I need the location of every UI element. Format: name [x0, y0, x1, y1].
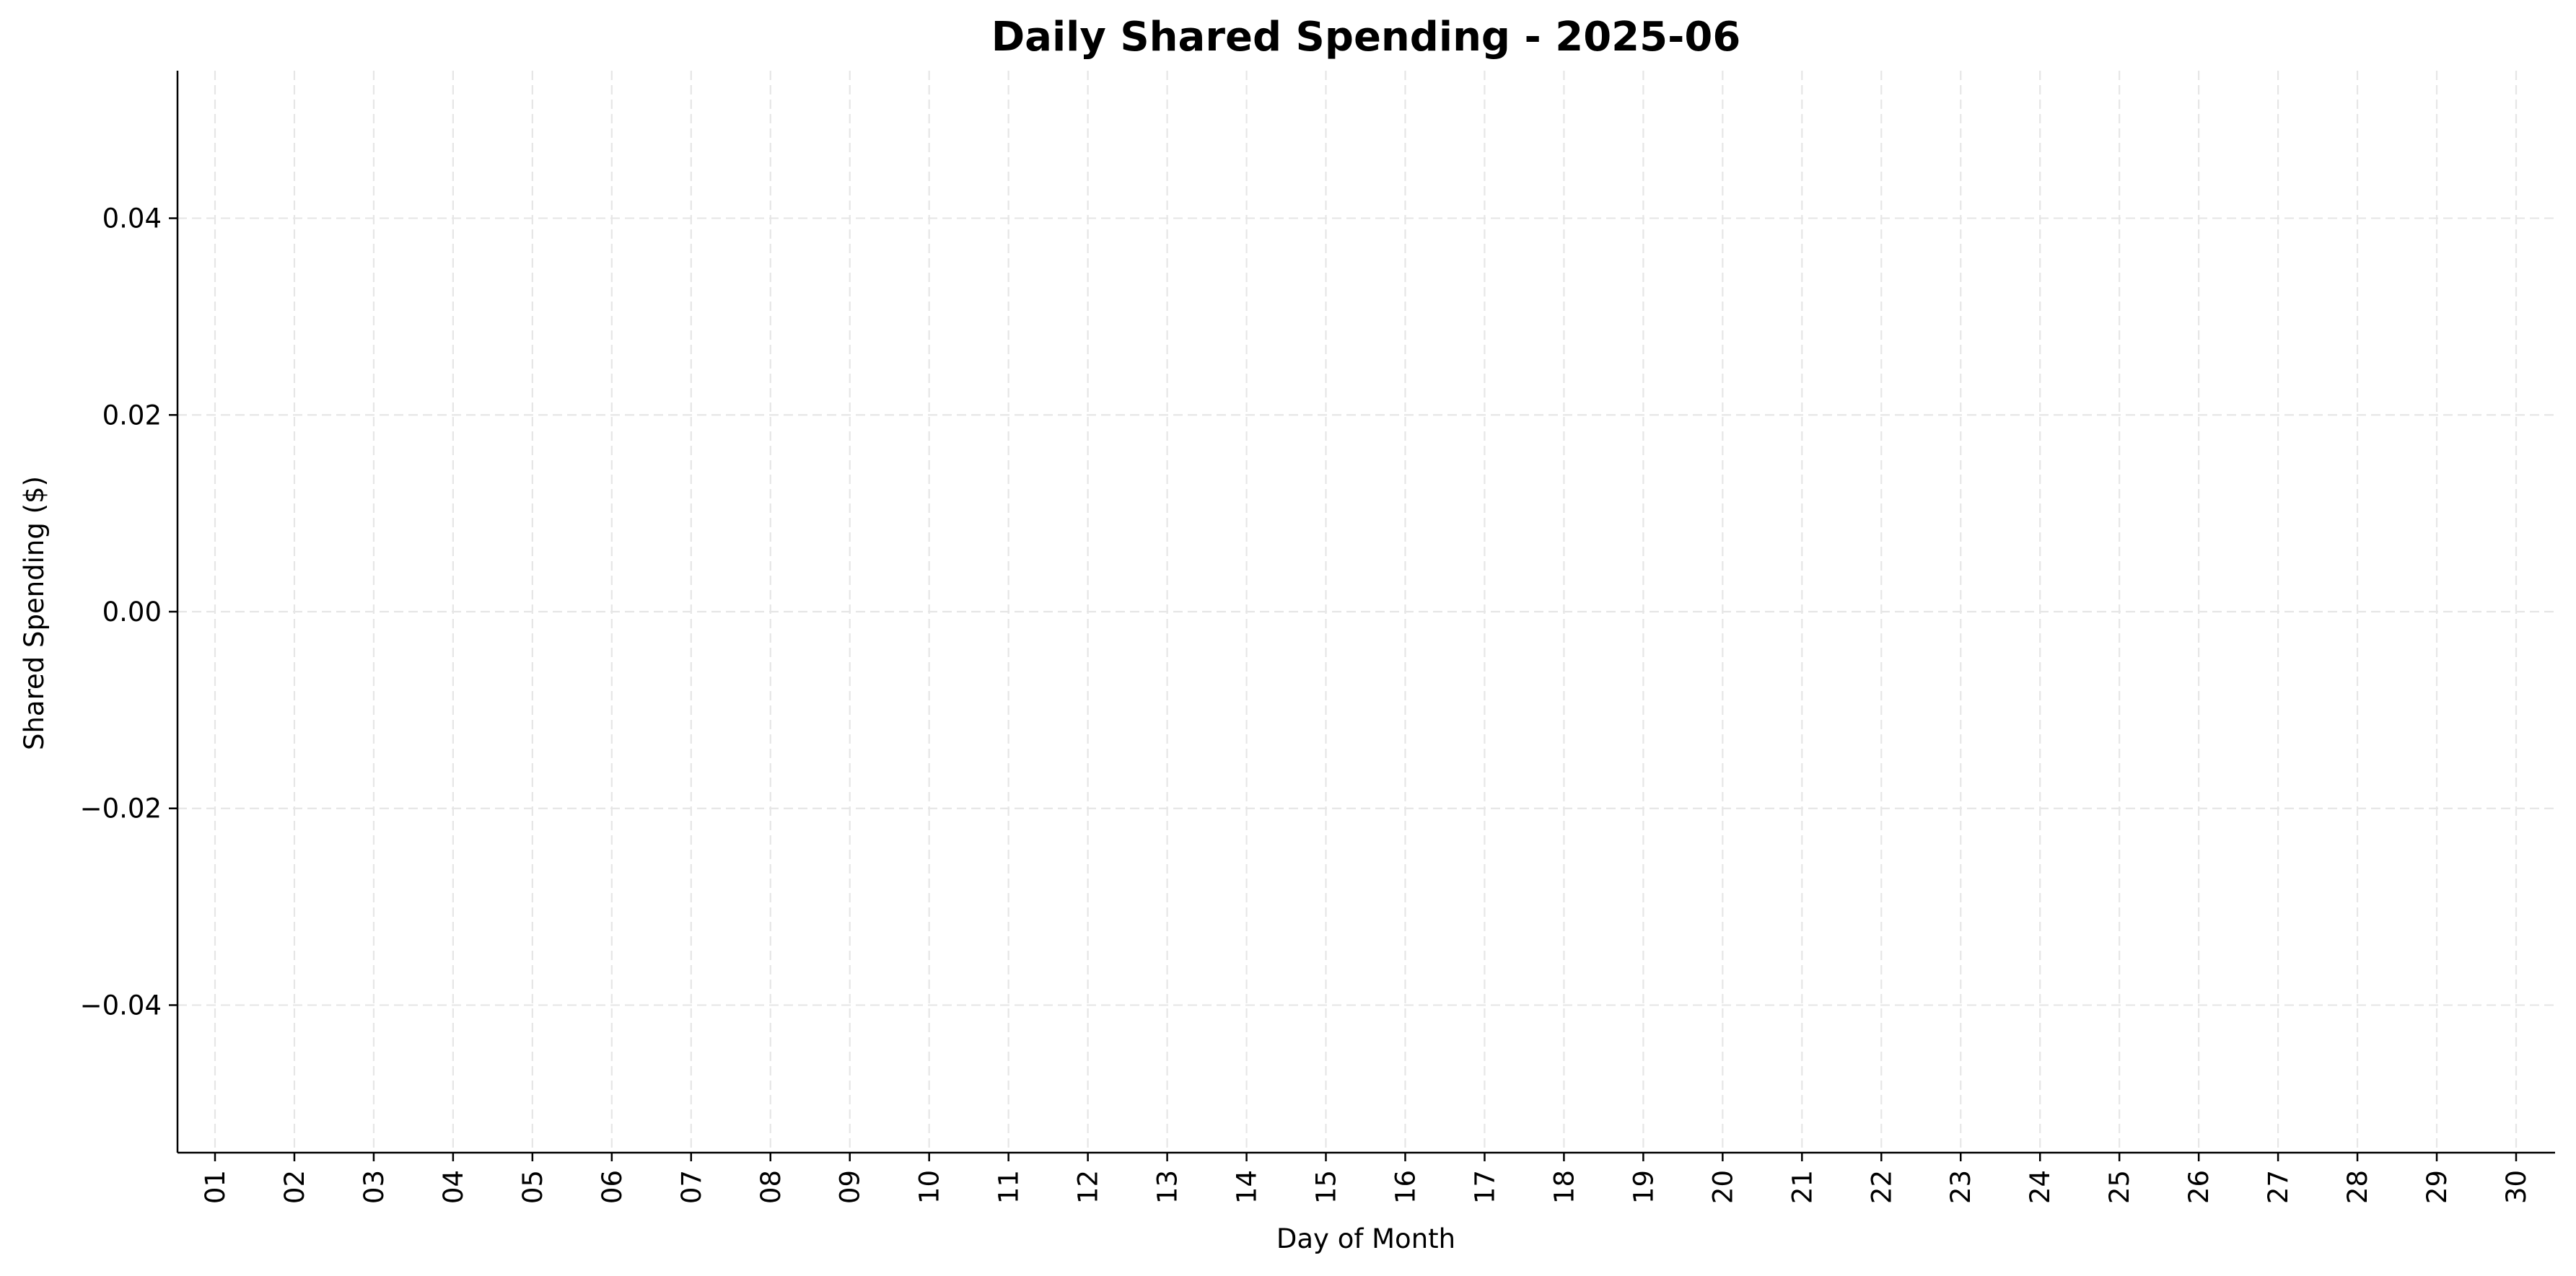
x-tick-label: 04	[438, 1170, 469, 1204]
x-tick-label: 12	[1073, 1170, 1104, 1204]
x-tick-label: 26	[2183, 1170, 2214, 1204]
x-tick-label: 16	[1390, 1170, 1421, 1204]
y-tick-label: 0.00	[102, 597, 162, 628]
x-tick-label: 20	[1707, 1170, 1738, 1204]
x-tick-label: 27	[2263, 1170, 2294, 1204]
y-tick-label: −0.02	[80, 793, 162, 824]
y-tick-label: −0.04	[80, 990, 162, 1021]
x-axis-ticks: 01 02 03 04 05 06 07 08 09 10 11 12 13 14 15 16 17 18 19 20…	[200, 1153, 2532, 1204]
x-tick-label: 15	[1311, 1170, 1342, 1204]
x-tick-label: 06	[597, 1170, 628, 1204]
x-tick-label: 11	[994, 1170, 1025, 1204]
x-tick-label: 09	[835, 1170, 866, 1204]
x-tick-label: 02	[279, 1170, 310, 1204]
y-axis-label: Shared Spending ($)	[19, 476, 50, 750]
x-tick-label: 25	[2104, 1170, 2135, 1204]
x-axis-label: Day of Month	[1276, 1223, 1455, 1254]
x-tick-label: 07	[676, 1170, 707, 1204]
x-tick-label: 01	[200, 1170, 231, 1204]
x-tick-label: 22	[1866, 1170, 1897, 1204]
x-tick-label: 21	[1787, 1170, 1818, 1204]
x-tick-label: 19	[1628, 1170, 1659, 1204]
x-tick-label: 28	[2342, 1170, 2373, 1204]
x-tick-label: 29	[2422, 1170, 2453, 1204]
grid-layer	[178, 71, 2555, 1153]
y-tick-label: 0.02	[102, 400, 162, 431]
x-tick-label: 18	[1548, 1170, 1580, 1204]
x-tick-label: 24	[2025, 1170, 2056, 1204]
x-tick-label: 08	[755, 1170, 787, 1204]
chart-title: Daily Shared Spending - 2025-06	[991, 14, 1741, 61]
x-tick-label: 05	[517, 1170, 548, 1204]
x-tick-label: 23	[1945, 1170, 1976, 1204]
x-tick-label: 13	[1152, 1170, 1183, 1204]
x-tick-label: 30	[2501, 1170, 2532, 1204]
x-tick-label: 03	[359, 1170, 390, 1204]
x-tick-label: 10	[914, 1170, 945, 1204]
y-tick-label: 0.04	[102, 203, 162, 234]
x-tick-label: 17	[1469, 1170, 1500, 1204]
y-axis-ticks: −0.04 −0.02 0.00 0.02 0.04	[80, 203, 178, 1021]
x-tick-label: 14	[1232, 1170, 1263, 1204]
